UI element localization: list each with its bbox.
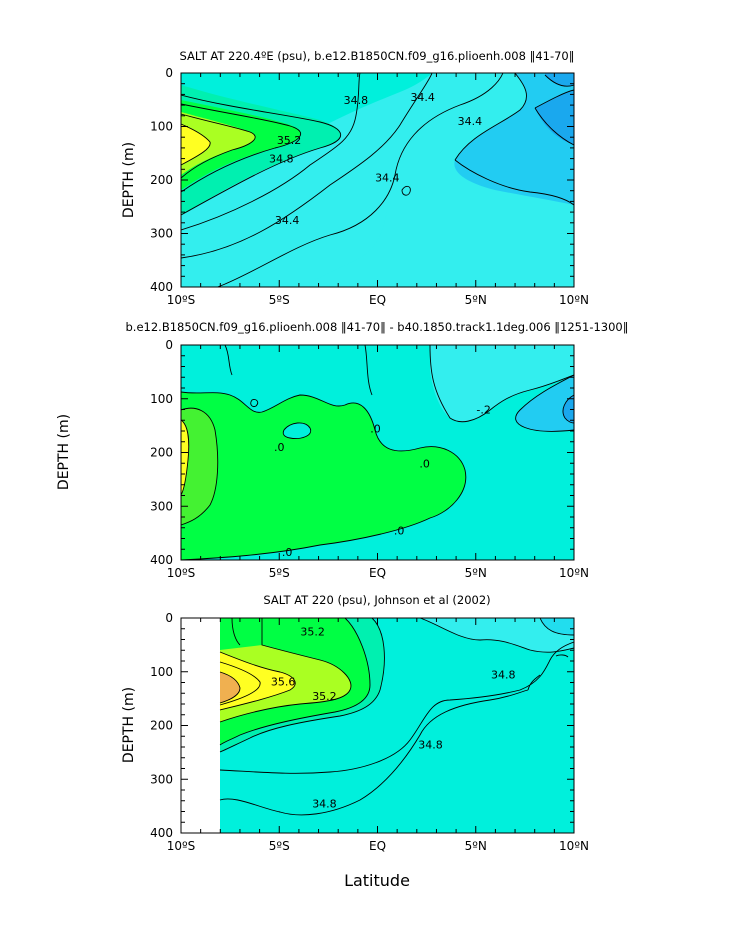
field-green-lime (181, 408, 218, 525)
field-orange (220, 672, 240, 703)
y-tick-label: 0 (165, 611, 173, 625)
field-blue (535, 90, 574, 145)
contour-label: .0 (282, 546, 293, 559)
panel-1-ylabel: DEPTH (m) (121, 142, 137, 218)
contour-label: 34.8 (269, 153, 294, 166)
y-tick-label: 0 (165, 66, 173, 80)
x-tick-label: EQ (369, 293, 386, 307)
panel-2-contours (181, 345, 574, 560)
panel-3-field (181, 618, 574, 833)
panel-2-ticks: 10ºS 5ºS EQ 5ºN 10ºN 0 100 200 300 400 (150, 338, 589, 580)
x-tick-label: EQ (369, 566, 386, 580)
x-tick-label: 10ºN (559, 566, 589, 580)
y-tick-label: 400 (150, 280, 173, 294)
y-tick-label: 300 (150, 227, 173, 241)
field-hole (283, 422, 311, 439)
y-tick-label: 200 (150, 173, 173, 187)
field-blue (563, 395, 574, 423)
panel-2-contour-labels: -.2 .0 .0 .0 .0 .0 (274, 404, 491, 559)
contour-label: .0 (419, 457, 430, 470)
y-tick-label: 300 (150, 499, 173, 513)
field-yellow (181, 420, 189, 495)
figure-xlabel: Latitude (344, 871, 410, 890)
contour-label: .0 (370, 422, 381, 435)
panel-2-field (181, 345, 574, 560)
y-tick-label: 100 (150, 392, 173, 406)
y-tick-label: 200 (150, 446, 173, 460)
x-tick-label: 10ºS (167, 839, 196, 853)
x-tick-label: EQ (369, 839, 386, 853)
panel-1: SALT AT 220.4ºE (psu), b.e12.B1850CN.f09… (121, 49, 589, 307)
panel-3-title: SALT AT 220 (psu), Johnson et al (2002) (263, 593, 490, 607)
field-blue-light (515, 375, 574, 432)
x-tick-label: 10ºN (559, 293, 589, 307)
contour-label: 34.4 (375, 171, 400, 184)
contour-label: 34.8 (312, 797, 337, 810)
panel-1-contour-labels: 34.8 34.4 34.4 35.2 34.8 34.4 34.4 (269, 91, 482, 227)
panel-3-contours (219, 618, 574, 816)
x-tick-label: 5ºS (269, 839, 290, 853)
field-green (181, 392, 466, 560)
panel-3-ticks: 10ºS 5ºS EQ 5ºN 10ºN 0 100 200 300 400 (150, 611, 589, 853)
contour-label: .0 (274, 441, 285, 454)
panel-1-contours (181, 73, 574, 287)
contour-label: 34.8 (344, 94, 369, 107)
panel-3-ylabel: DEPTH (m) (121, 687, 137, 763)
field-cyan (420, 618, 574, 653)
y-tick-label: 100 (150, 120, 173, 134)
x-tick-label: 10ºS (167, 566, 196, 580)
panel-2: b.e12.B1850CN.f09_g16.plioenh.008 ‖41-70… (56, 320, 629, 580)
x-tick-label: 5ºS (269, 566, 290, 580)
contour-label: 34.4 (458, 115, 483, 128)
x-tick-label: 5ºN (465, 566, 487, 580)
field-yellow (181, 124, 211, 165)
field-cyan-mid (540, 618, 574, 635)
panel-2-title: b.e12.B1850CN.f09_g16.plioenh.008 ‖41-70… (126, 320, 629, 334)
field-blue-top (545, 73, 574, 87)
x-tick-label: 10ºN (559, 839, 589, 853)
panel-1-field (181, 73, 574, 287)
field-cyan (430, 345, 574, 422)
contour-label: -.2 (476, 404, 490, 417)
panel-1-title: SALT AT 220.4ºE (psu), b.e12.B1850CN.f09… (179, 49, 574, 63)
panel-3-contour-labels: 35.2 35.6 35.2 34.8 34.8 34.8 (271, 625, 516, 810)
panel-3: SALT AT 220 (psu), Johnson et al (2002) (121, 593, 589, 853)
contour-label: 34.4 (410, 91, 435, 104)
panel-1-ticks: 10ºS 5ºS EQ 5ºN 10ºN 0 100 200 300 400 (150, 66, 589, 307)
contour-label: 35.6 (271, 675, 296, 688)
contour-label: 35.2 (300, 625, 325, 638)
y-tick-label: 200 (150, 719, 173, 733)
y-tick-label: 400 (150, 553, 173, 567)
contour-label: 34.8 (491, 668, 516, 681)
contour-label: 35.2 (312, 690, 337, 703)
contour-label: 34.8 (418, 738, 443, 751)
x-tick-label: 5ºN (465, 839, 487, 853)
y-tick-label: 0 (165, 338, 173, 352)
y-tick-label: 300 (150, 772, 173, 786)
x-tick-label: 5ºN (465, 293, 487, 307)
field-yellow (220, 652, 296, 710)
contour-label: 35.2 (277, 134, 302, 147)
y-tick-label: 100 (150, 665, 173, 679)
contour-label: 34.4 (275, 214, 300, 227)
y-tick-label: 400 (150, 826, 173, 840)
panel-2-ylabel: DEPTH (m) (56, 414, 72, 490)
x-tick-label: 5ºS (269, 293, 290, 307)
x-tick-label: 10ºS (167, 293, 196, 307)
contour-label: .0 (394, 524, 405, 537)
